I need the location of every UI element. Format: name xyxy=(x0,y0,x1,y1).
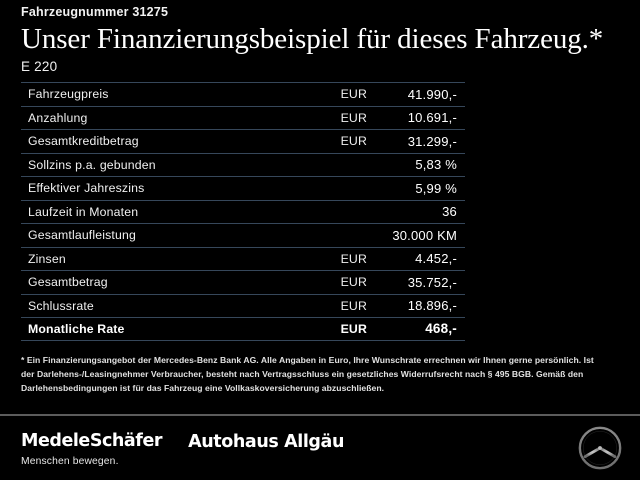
row-value: 41.990,- xyxy=(407,86,457,102)
dealer-brand-block: MedeleSchäfer Menschen bewegen. xyxy=(21,431,163,469)
row-currency: EUR xyxy=(340,134,367,149)
row-currency: EUR xyxy=(340,87,367,102)
page-title: Unser Finanzierungsbeispiel für dieses F… xyxy=(21,23,604,55)
table-row: Anzahlung EUR 10.691,- xyxy=(21,105,465,130)
table-row: Effektiver Jahreszins 5,99 % xyxy=(21,176,465,200)
row-value: 468,- xyxy=(425,321,457,337)
row-value: 36 xyxy=(442,204,457,220)
vehicle-model-name: E 220 xyxy=(21,59,58,74)
row-label: Laufzeit in Monaten xyxy=(28,204,139,219)
table-row: Gesamtlaufleistung 30.000 KM xyxy=(21,223,465,247)
row-value: 35.752,- xyxy=(407,274,457,290)
dealer-tagline: Menschen bewegen. xyxy=(21,456,119,467)
table-row: Monatliche Rate EUR 468,- xyxy=(21,317,465,341)
row-value: 5,99 % xyxy=(415,180,457,196)
row-value: 4.452,- xyxy=(415,251,457,267)
row-currency: EUR xyxy=(340,321,367,336)
row-label: Sollzins p.a. gebunden xyxy=(28,157,156,172)
dealer-logo-group: MedeleSchäfer Menschen bewegen. Autohaus… xyxy=(21,431,344,469)
dealer-secondary-name: Autohaus Allgäu xyxy=(188,432,345,452)
table-row: Zinsen EUR 4.452,- xyxy=(21,246,465,271)
row-label: Fahrzeugpreis xyxy=(28,87,109,102)
row-label: Gesamtkreditbetrag xyxy=(28,134,139,149)
row-label: Anzahlung xyxy=(28,110,88,125)
row-value: 30.000 KM xyxy=(392,227,457,243)
page-footer: MedeleSchäfer Menschen bewegen. Autohaus… xyxy=(0,416,640,480)
row-currency: EUR xyxy=(340,110,367,125)
finance-table: Fahrzeugpreis EUR 41.990,- Anzahlung EUR 10.6… xyxy=(21,82,465,341)
page-header: Fahrzeugnummer 31275 Unser Finanzierungs… xyxy=(0,0,640,76)
row-label: Effektiver Jahreszins xyxy=(28,181,145,196)
row-value: 18.896,- xyxy=(407,298,457,314)
legal-footnote: * Ein Finanzierungsangebot der Mercedes-… xyxy=(21,354,594,393)
row-label: Monatliche Rate xyxy=(28,321,125,336)
table-row: Gesamtbetrag EUR 35.752,- xyxy=(21,270,465,294)
dealer-name: MedeleSchäfer xyxy=(21,431,163,451)
row-value: 5,83 % xyxy=(415,157,457,173)
row-label: Gesamtlaufleistung xyxy=(28,228,136,243)
vehicle-number: Fahrzeugnummer 31275 xyxy=(21,5,169,19)
table-row: Gesamtkreditbetrag EUR 31.299,- xyxy=(21,129,465,153)
row-label: Gesamtbetrag xyxy=(28,275,108,290)
row-currency: EUR xyxy=(340,298,367,313)
table-row: Laufzeit in Monaten 36 xyxy=(21,199,465,224)
row-currency: EUR xyxy=(340,275,367,290)
mercedes-benz-star-icon xyxy=(578,426,622,470)
row-label: Schlussrate xyxy=(28,298,94,313)
footer-divider xyxy=(0,414,640,416)
row-currency: EUR xyxy=(340,251,367,266)
table-row: Sollzins p.a. gebunden 5,83 % xyxy=(21,152,465,177)
table-row: Schlussrate EUR 18.896,- xyxy=(21,293,465,318)
row-value: 10.691,- xyxy=(407,110,457,126)
row-value: 31.299,- xyxy=(407,133,457,149)
table-row: Fahrzeugpreis EUR 41.990,- xyxy=(21,82,465,106)
row-label: Zinsen xyxy=(28,251,66,266)
